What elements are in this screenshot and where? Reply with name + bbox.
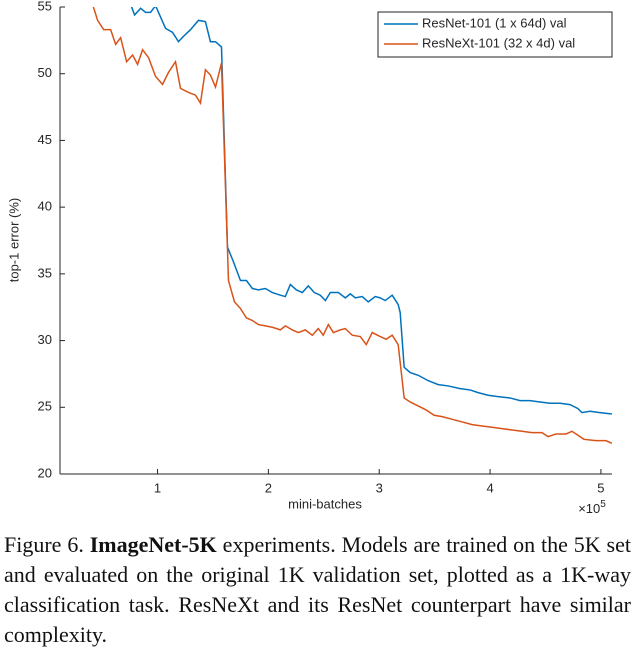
- y-tick-label: 20: [38, 465, 52, 480]
- caption-label: Figure 6.: [4, 532, 84, 557]
- x-tick-label: 5: [597, 480, 604, 495]
- x-axis-label: mini-batches: [288, 496, 362, 511]
- line-series: [92, 7, 612, 444]
- x-scale-exponent: 5: [600, 499, 606, 510]
- x-scale-base: ×10: [578, 501, 600, 516]
- y-tick-label: 50: [38, 65, 52, 80]
- y-tick-label: 40: [38, 199, 52, 214]
- caption-text: experiments. Models are trained on the 5…: [4, 532, 631, 647]
- x-tick-label: 4: [486, 480, 493, 495]
- caption-bold: ImageNet-5K: [89, 532, 217, 557]
- chart: top-1 error (%) mini-batches ×105 202530…: [6, 0, 613, 517]
- x-tick-label: 2: [265, 480, 272, 495]
- plot-area: [92, 7, 612, 444]
- y-tick-label: 30: [38, 332, 52, 347]
- y-tick-label: 45: [38, 132, 52, 147]
- y-tick-label: 35: [38, 265, 52, 280]
- y-tick-label: 55: [38, 0, 52, 13]
- x-tick-label: 3: [376, 480, 383, 495]
- caption: Figure 6. ImageNet-5K experiments. Model…: [4, 530, 631, 650]
- x-tick-label: 1: [154, 480, 161, 495]
- legend-label: ResNet-101 (1 x 64d) val: [422, 15, 567, 30]
- y-axis-label: top-1 error (%): [6, 198, 21, 283]
- line-series: [130, 7, 612, 415]
- legend-label: ResNeXt-101 (32 x 4d) val: [422, 35, 575, 50]
- x-scale-label: ×105: [578, 499, 606, 517]
- legend-box: [377, 11, 613, 58]
- y-tick-label: 25: [38, 399, 52, 414]
